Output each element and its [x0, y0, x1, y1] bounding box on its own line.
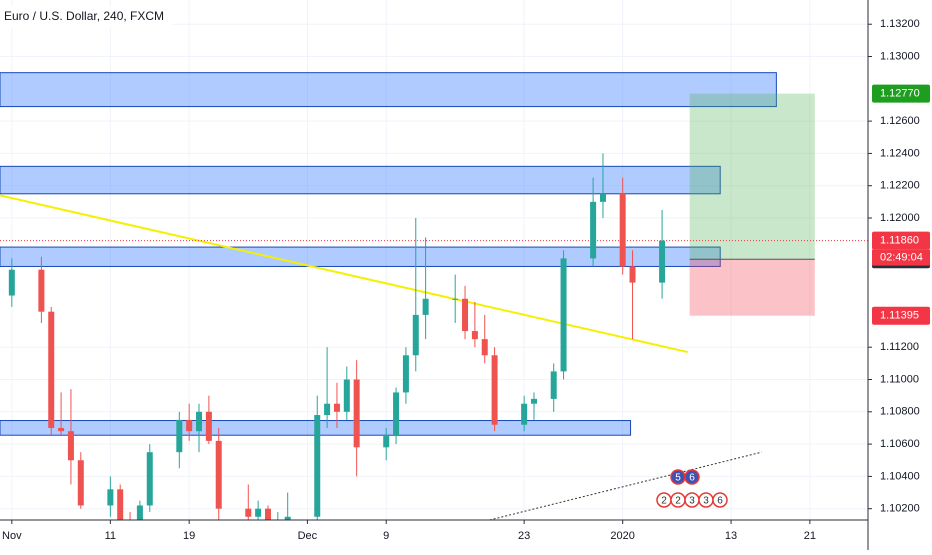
price-tag-label: 1.11860 [880, 235, 919, 247]
candle-body [481, 339, 488, 356]
candle-body [67, 431, 74, 461]
y-tick-label: 1.10400 [880, 470, 920, 482]
candle-body [117, 489, 124, 525]
candle-body [48, 311, 55, 428]
candle-body [186, 419, 193, 432]
candle-body [284, 516, 291, 522]
candle-body [314, 415, 321, 517]
candle-body [38, 269, 45, 312]
event-label: 3 [703, 496, 709, 507]
event-label: 3 [689, 496, 695, 507]
y-tick-label: 1.12200 [880, 180, 920, 192]
y-tick-label: 1.13000 [880, 50, 920, 62]
x-tick-label: 19 [183, 530, 195, 542]
time-axis-bg [0, 520, 868, 550]
candle-body [58, 427, 65, 432]
candle-body [402, 355, 409, 393]
position-stop [689, 259, 815, 316]
candle-body [77, 460, 84, 506]
countdown-bg [872, 249, 930, 266]
candle-body [205, 411, 212, 441]
trend-line [0, 194, 688, 354]
x-tick-label: Nov [2, 530, 22, 542]
y-tick-label: 1.12600 [880, 115, 920, 127]
candle-body [590, 201, 597, 259]
candle-body [136, 505, 143, 529]
x-tick-label: 9 [383, 530, 389, 542]
x-tick-label: 13 [725, 530, 737, 542]
y-tick-label: 1.11000 [880, 373, 919, 385]
candle-body [255, 508, 262, 517]
price-tag [872, 84, 930, 103]
candle-body [521, 403, 528, 425]
event-label: 6 [717, 496, 723, 507]
candle-body [343, 379, 350, 412]
candle-body [176, 419, 183, 453]
x-tick-label: 23 [518, 530, 530, 542]
candle-body [629, 266, 636, 283]
y-tick-label: 1.11200 [880, 341, 919, 353]
event-marker [712, 492, 728, 508]
x-tick-label: Dec [298, 530, 318, 542]
price-tag-label: 1.11395 [880, 310, 919, 322]
y-tick-label: 1.10600 [880, 438, 920, 450]
candle-body [196, 411, 203, 432]
x-tick-label: 11 [105, 530, 116, 542]
price-tag-label: 1.12770 [880, 88, 920, 100]
candle-body [550, 371, 557, 399]
candle-body [491, 355, 498, 425]
candle-body [619, 193, 626, 267]
countdown-label: 02:49:04 [880, 252, 923, 264]
event-label: 6 [689, 473, 695, 484]
candle-body [462, 298, 469, 332]
candle-body [264, 508, 271, 529]
candle-body [146, 452, 153, 506]
candle-body [107, 489, 114, 506]
candle-body [599, 193, 606, 202]
event-label: 2 [675, 496, 681, 507]
candle-body [324, 403, 331, 416]
position-target [689, 93, 815, 260]
x-tick-label: 2020 [610, 530, 634, 542]
zone [0, 246, 721, 267]
candle-body [560, 258, 567, 372]
candle-body [393, 392, 400, 437]
candle-body [412, 314, 419, 356]
candle-body [452, 298, 459, 300]
zone [0, 165, 721, 195]
candle-body [471, 331, 478, 340]
price-axis-bg [868, 0, 932, 550]
candle-body [215, 440, 222, 509]
price-tag [872, 231, 930, 250]
zone [0, 72, 777, 108]
event-label: 5 [675, 473, 681, 484]
y-tick-label: 1.13200 [880, 18, 920, 30]
x-tick-label: 21 [804, 530, 816, 542]
candle-body [659, 240, 666, 283]
y-tick-label: 1.10800 [880, 406, 920, 418]
y-tick-label: 1.10200 [880, 503, 920, 515]
candle-body [245, 508, 252, 517]
candle-body [353, 379, 360, 448]
chart-title: Euro / U.S. Dollar, 240, FXCM [4, 9, 164, 23]
dotted-line [489, 451, 762, 521]
candle-body [8, 269, 15, 296]
price-tag [872, 306, 930, 325]
candle-body [531, 398, 538, 404]
event-marker [684, 469, 700, 485]
y-tick-label: 1.12000 [880, 212, 920, 224]
candle-body [333, 403, 340, 412]
candle-body [422, 298, 429, 315]
title-bg [0, 6, 172, 28]
candle-body [383, 436, 390, 448]
y-tick-label: 1.12400 [880, 147, 920, 159]
event-label: 2 [661, 496, 667, 507]
